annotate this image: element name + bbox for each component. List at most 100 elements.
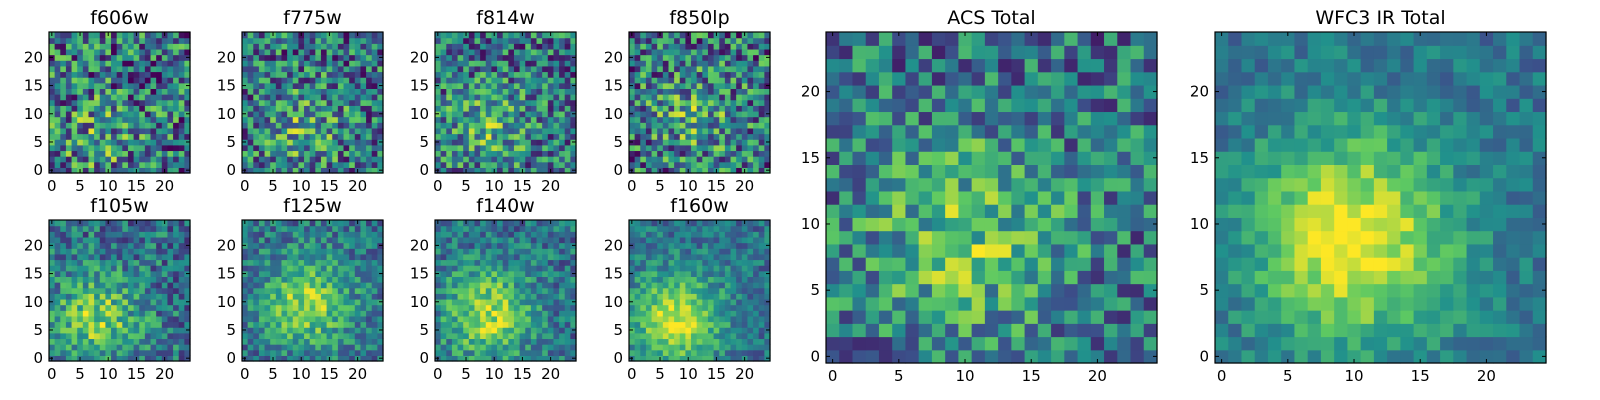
heatmap-cell — [275, 242, 283, 249]
x-tick-label: 10 — [485, 365, 504, 383]
heatmap-cell — [360, 293, 367, 300]
heatmap-cell — [730, 144, 737, 152]
heatmap-cell — [354, 82, 362, 89]
heatmap-cell — [116, 310, 123, 317]
heatmap-cell — [253, 122, 260, 129]
heatmap-cell — [758, 287, 765, 294]
heatmap-cell — [247, 127, 254, 135]
heatmap-cell — [139, 253, 146, 261]
heatmap-cell — [679, 338, 686, 345]
y-tick-label: 20 — [217, 236, 236, 254]
heatmap-cell — [275, 127, 283, 135]
heatmap-cell — [497, 71, 504, 78]
heatmap-cell — [553, 231, 560, 238]
heatmap-cell — [144, 349, 152, 356]
heatmap-cell — [247, 88, 254, 95]
heatmap-cell — [111, 32, 118, 39]
heatmap-cell — [264, 293, 271, 300]
heatmap-cell — [463, 327, 470, 334]
heatmap-cell — [634, 43, 641, 50]
heatmap-cell — [502, 161, 509, 168]
heatmap-cell — [65, 122, 73, 129]
heatmap-cell — [519, 110, 526, 118]
heatmap-cell — [298, 338, 305, 345]
heatmap-cell — [275, 231, 283, 238]
heatmap-cell — [719, 116, 726, 123]
heatmap-cell — [127, 282, 135, 289]
heatmap-cell — [77, 127, 84, 135]
heatmap-cell — [320, 225, 328, 232]
heatmap-cell — [570, 332, 577, 340]
heatmap-cell — [564, 167, 571, 174]
heatmap-cell — [674, 287, 681, 294]
heatmap-cell — [281, 259, 288, 266]
heatmap-cell — [258, 298, 266, 306]
heatmap-cell — [105, 332, 112, 340]
heatmap-cell — [304, 156, 311, 163]
heatmap-cell — [253, 220, 260, 227]
heatmap-cell — [747, 315, 754, 323]
heatmap-cell — [360, 122, 367, 129]
heatmap-cell — [491, 293, 498, 300]
heatmap-cell — [564, 161, 571, 168]
heatmap-cell — [662, 71, 670, 78]
heatmap-cell — [99, 355, 106, 362]
heatmap-cell — [337, 60, 345, 67]
heatmap-cell — [741, 156, 749, 163]
heatmap-cell — [178, 259, 185, 266]
heatmap-cell — [332, 65, 339, 73]
heatmap-cell — [111, 293, 118, 300]
heatmap-cell — [747, 48, 754, 56]
heatmap-cell — [270, 71, 277, 78]
heatmap-cell — [371, 242, 378, 249]
heatmap-cell — [156, 355, 163, 362]
heatmap-cell — [570, 156, 577, 163]
heatmap-cell — [662, 127, 670, 135]
heatmap-cell — [349, 259, 356, 266]
heatmap-cell — [270, 105, 277, 112]
heatmap-cell — [82, 242, 90, 249]
heatmap-cell — [435, 265, 442, 272]
heatmap-cell — [468, 231, 476, 238]
heatmap-cell — [167, 242, 174, 249]
heatmap-cell — [491, 43, 498, 50]
heatmap-cell — [371, 344, 378, 351]
heatmap-cell — [463, 54, 470, 61]
heatmap-cell — [60, 293, 67, 300]
heatmap-cell — [736, 127, 743, 135]
heatmap-cell — [94, 321, 101, 328]
heatmap-cell — [480, 60, 487, 67]
heatmap-cell — [736, 332, 743, 340]
heatmap-cell — [173, 253, 180, 261]
heatmap-cell — [49, 321, 56, 328]
heatmap-cell — [530, 259, 538, 266]
heatmap-cell — [298, 298, 305, 306]
heatmap-cell — [65, 225, 73, 232]
heatmap-cell — [144, 225, 152, 232]
heatmap-cell — [332, 139, 339, 146]
heatmap-cell — [247, 156, 254, 163]
heatmap-cell — [713, 60, 720, 67]
heatmap-cell — [275, 32, 283, 39]
heatmap-cell — [713, 133, 720, 140]
heatmap-cell — [326, 65, 333, 73]
heatmap-cell — [184, 304, 191, 311]
heatmap-cell — [178, 310, 185, 317]
heatmap-cell — [485, 82, 492, 89]
heatmap-cell — [298, 150, 305, 157]
heatmap-cell — [651, 133, 658, 140]
heatmap-cell — [77, 265, 84, 272]
heatmap-cell — [530, 293, 538, 300]
heatmap-cell — [657, 60, 664, 67]
heatmap-cell — [65, 167, 73, 174]
heatmap-cell — [741, 293, 749, 300]
heatmap-cell — [480, 37, 487, 44]
heatmap-cell — [502, 139, 509, 146]
heatmap-cell — [309, 156, 316, 163]
heatmap-cell — [122, 332, 129, 340]
heatmap-cell — [77, 60, 84, 67]
heatmap-cell — [440, 315, 447, 323]
heatmap-cell — [474, 94, 481, 101]
heatmap-cell — [497, 304, 504, 311]
heatmap-cell — [536, 110, 543, 118]
